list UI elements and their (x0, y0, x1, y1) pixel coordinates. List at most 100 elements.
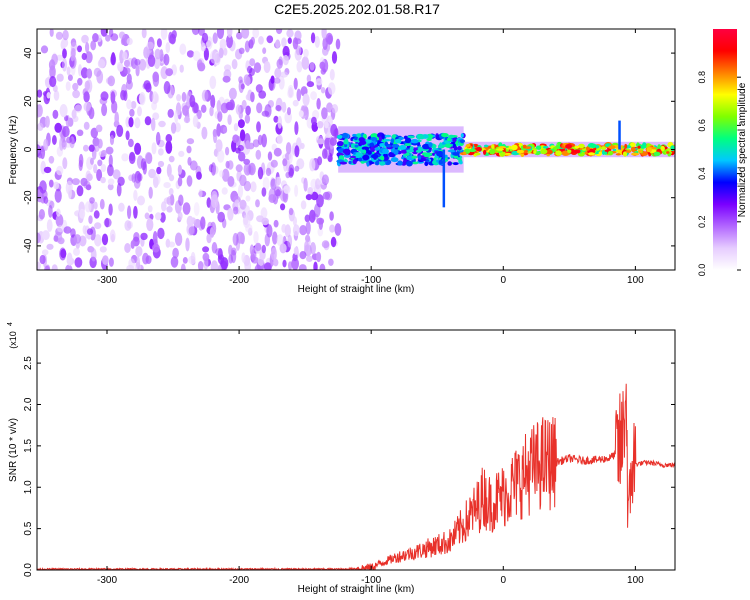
heatmap-cell (90, 40, 97, 51)
heatmap-cell (336, 152, 345, 156)
heatmap-cell (367, 150, 372, 155)
heatmap-y-ticks: -40 -20 0 20 40 (23, 47, 675, 253)
heatmap-cell (76, 129, 84, 137)
snr-y-tick-label: 1.5 (23, 438, 34, 452)
heatmap-cell (262, 47, 267, 54)
heatmap-cell (432, 152, 436, 156)
snr-multiplier-exp: 4 (7, 322, 14, 326)
heatmap-cell (139, 92, 146, 106)
heatmap-cell (263, 61, 271, 73)
heatmap-cell (343, 139, 349, 145)
heatmap-cell (182, 105, 189, 116)
heatmap-cell (120, 90, 126, 101)
heatmap-cell (163, 53, 170, 66)
heatmap-cell (273, 258, 279, 267)
heatmap-cell (381, 133, 385, 140)
heatmap-cell (104, 217, 110, 228)
heatmap-cell (320, 87, 326, 94)
snr-x-tick-label: -300 (97, 575, 117, 586)
heatmap-cell (165, 68, 174, 77)
heatmap-cell (428, 142, 433, 148)
heatmap-cell (83, 144, 89, 152)
heatmap-cell (261, 133, 267, 148)
heatmap-cell (327, 34, 333, 45)
heatmap-cell (225, 101, 234, 111)
heatmap-cell (126, 99, 132, 110)
heatmap-cell (66, 136, 72, 144)
heatmap-cell (296, 88, 302, 102)
heatmap-cell (411, 155, 418, 159)
heatmap-cell (561, 150, 570, 156)
heatmap-cell (46, 92, 51, 99)
heatmap-cell (42, 230, 50, 241)
heatmap-cell (94, 234, 102, 247)
heatmap-cell (362, 133, 367, 139)
heatmap-cell (154, 48, 161, 60)
heatmap-cell (378, 136, 383, 142)
heatmap-cell (666, 151, 670, 154)
heatmap-cell (241, 252, 246, 263)
heatmap-cell (99, 246, 107, 253)
heatmap-cell (249, 68, 255, 76)
heatmap-cell (235, 104, 241, 115)
heatmap-cell (219, 38, 227, 50)
heatmap-cell (245, 223, 253, 233)
heatmap-cell (218, 47, 224, 59)
heatmap-cell (183, 116, 191, 124)
heatmap-cell (281, 37, 287, 48)
heatmap-cell (37, 89, 43, 98)
heatmap-y-tick-label: -40 (23, 238, 34, 253)
heatmap-cell (109, 134, 115, 146)
heatmap-cell (86, 68, 93, 79)
heatmap-cell (294, 145, 300, 158)
heatmap-cell (107, 164, 114, 177)
snr-y-tick-label: 0.0 (23, 563, 34, 577)
heatmap-cell (468, 148, 477, 153)
heatmap-cell (292, 224, 300, 237)
heatmap-cell (474, 152, 481, 156)
heatmap-cell (254, 264, 262, 270)
heatmap-cell (122, 51, 128, 60)
heatmap-cell (178, 150, 185, 157)
heatmap-cell (251, 248, 257, 262)
heatmap-cell (291, 257, 299, 270)
heatmap-cell (228, 244, 233, 256)
heatmap-cell (192, 50, 201, 61)
heatmap-cell (89, 197, 95, 204)
heatmap-cell (38, 209, 46, 220)
heatmap-x-tick-label: -100 (361, 275, 381, 286)
heatmap-cell (200, 42, 206, 52)
heatmap-cell (202, 246, 210, 253)
heatmap-cell (306, 74, 312, 83)
heatmap-cell (292, 216, 297, 226)
heatmap-cell (157, 227, 165, 240)
heatmap-cell (128, 258, 136, 269)
heatmap-cell (39, 180, 47, 194)
heatmap-cell (254, 242, 262, 252)
heatmap-cell (53, 181, 60, 190)
heatmap-cell (280, 71, 288, 78)
heatmap-cell (452, 138, 457, 143)
heatmap-cell (61, 58, 68, 72)
heatmap-cell (415, 149, 422, 153)
heatmap-cell (319, 61, 326, 70)
heatmap-cell (504, 152, 512, 156)
heatmap-cell (262, 177, 270, 191)
heatmap-cell (53, 90, 60, 101)
heatmap-cell (84, 80, 91, 91)
heatmap-cell (37, 261, 41, 270)
heatmap-cell (191, 29, 200, 36)
heatmap-cell (258, 36, 264, 45)
heatmap-cell (573, 149, 581, 154)
heatmap-cell (134, 117, 141, 129)
heatmap-cell (210, 50, 218, 64)
heatmap-x-tick-label: -200 (229, 275, 249, 286)
heatmap-cell (46, 219, 53, 232)
heatmap-cell (366, 161, 370, 167)
heatmap-cell (71, 47, 76, 59)
heatmap-cell (215, 248, 223, 256)
snr-y-tick-label: 0.5 (23, 521, 34, 535)
heatmap-cell (465, 144, 470, 148)
heatmap-cell (406, 160, 413, 167)
heatmap-cell (238, 151, 246, 162)
